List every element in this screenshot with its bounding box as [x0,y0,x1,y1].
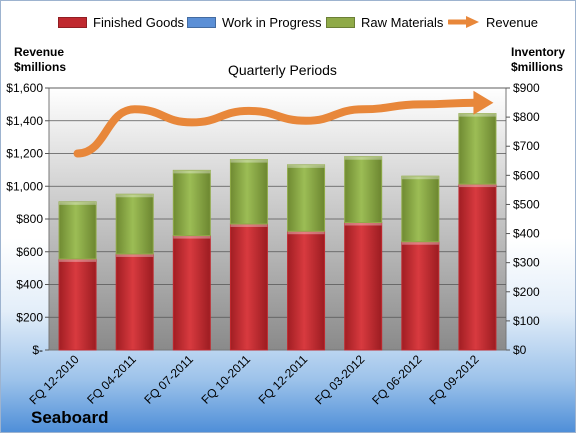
right-tick-label: $600 [513,168,540,182]
bar-segment [458,183,497,351]
legend-item-raw-materials: Raw Materials [326,12,443,32]
left-tick-label: $1,600 [6,81,43,95]
left-tick-label: $- [32,343,43,357]
bar-segment [344,221,383,351]
bar-segment [287,164,326,232]
bar-segment [287,230,326,351]
legend-swatch-finished-goods [58,16,87,28]
legend: Finished Goods Work in Progress Raw Mate… [1,12,575,32]
bar-segment-highlight [344,156,382,160]
x-tick-label: FQ 03-2012 [312,352,367,407]
bar-segment [58,258,97,351]
left-tick-label: $600 [16,245,43,259]
bar-segment-highlight [344,222,382,226]
bar-segment-highlight [287,164,325,168]
x-tick-label: FQ 09-2012 [426,352,481,407]
bar-segment [344,156,383,223]
bar-segment-highlight [116,253,154,257]
bar-segment [115,253,154,351]
revenue-line [73,98,482,158]
right-tick-label: $0 [513,343,527,357]
bar-segment [58,201,97,260]
left-axis-title: Revenue $millions [14,45,67,74]
x-tick-label: FQ 07-2011 [141,352,196,407]
bar-segment-highlight [173,235,211,239]
right-tick-label: $900 [513,81,540,95]
legend-swatch-raw-materials [326,16,355,28]
legend-item-work-in-progress: Work in Progress [187,12,321,32]
right-tick-label: $800 [513,110,540,124]
left-tick-label: $200 [16,310,43,324]
legend-label-work-in-progress: Work in Progress [222,14,322,30]
right-tick-label: $400 [513,227,540,241]
bar-segment [458,113,497,185]
right-tick-label: $500 [513,197,540,211]
bar-segment-highlight [59,201,97,205]
left-tick-label: $1,400 [6,114,43,128]
bar-segment-highlight [287,231,325,235]
bar-segment-highlight [401,176,439,180]
x-tick-label: FQ 10-2011 [199,352,254,407]
bar-segment [401,175,440,243]
bar-segment [401,241,440,351]
bar-segment [172,169,211,237]
revenue-arrowhead [473,90,494,115]
bar-segment [172,235,211,351]
bar-segment [115,193,154,255]
company-name: Seaboard [31,408,109,427]
right-tick-label: $700 [513,139,540,153]
bar-segment-highlight [173,170,211,174]
legend-swatch-work-in-progress [187,16,216,28]
legend-label-raw-materials: Raw Materials [361,14,444,30]
bar-segment-highlight [230,223,268,227]
bar-segment-highlight [458,113,496,117]
right-axis-title: Inventory $millions [511,45,566,74]
left-tick-label: $800 [16,212,43,226]
left-tick-label: $1,000 [6,179,43,193]
bar-segment-highlight [458,184,496,188]
bar-segment-highlight [116,194,154,198]
left-tick-label: $1,200 [6,147,43,161]
bar-segment-highlight [401,241,439,245]
bar-segment [229,223,268,351]
x-tick-label: FQ 12-2011 [256,352,311,407]
legend-item-finished-goods: Finished Goods [58,12,184,32]
bar-segment-highlight [230,159,268,163]
right-tick-label: $200 [513,285,540,299]
right-tick-label: $100 [513,314,540,328]
x-tick-label: FQ 04-2011 [84,352,139,407]
right-tick-label: $300 [513,256,540,270]
legend-label-finished-goods: Finished Goods [93,14,185,30]
legend-label-revenue: Revenue [486,14,539,30]
chart-title: Quarterly Periods [228,62,337,78]
bar-segment [229,159,268,225]
bar-segment-highlight [59,258,97,262]
x-tick-label: FQ 06-2012 [369,352,424,407]
x-tick-label: FQ 12-2010 [26,352,81,407]
left-tick-label: $400 [16,278,43,292]
legend-arrow-icon [448,16,479,28]
legend-item-revenue: Revenue [448,12,538,32]
